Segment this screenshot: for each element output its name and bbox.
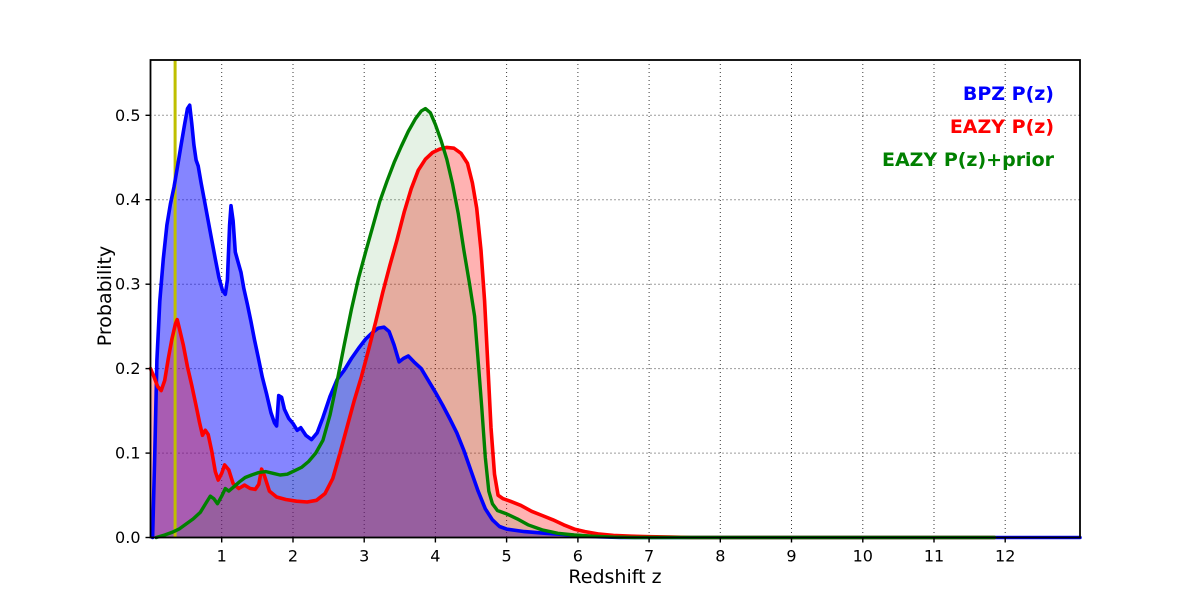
legend-item-eazy-prior: EAZY P(z)+prior [881, 149, 1054, 171]
legend: BPZ P(z) EAZY P(z) EAZY P(z)+prior [882, 78, 1054, 177]
x-tick-label: 4 [430, 547, 440, 566]
x-tick-label: 11 [924, 547, 944, 566]
x-axis-label: Redshift z [568, 566, 662, 588]
legend-item-bpz: BPZ P(z) [962, 83, 1054, 105]
x-tick-label: 10 [853, 547, 873, 566]
x-tick-label: 7 [644, 547, 654, 566]
y-tick-label: 0.4 [115, 190, 140, 209]
x-tick-label: 9 [786, 547, 796, 566]
y-tick-label: 0.1 [115, 444, 140, 463]
eazy-curve [148, 145, 997, 540]
x-tick-label: 2 [288, 547, 298, 566]
axes-border [149, 59, 1081, 539]
legend-item-eazy: EAZY P(z) [949, 116, 1054, 138]
x-tick-label: 3 [359, 547, 369, 566]
y-tick-label: 0.0 [115, 528, 140, 547]
x-tick-label: 1 [217, 547, 227, 566]
bpz-fill [152, 105, 1081, 538]
y-tick-label: 0.5 [115, 106, 140, 125]
x-tick-label: 12 [995, 547, 1015, 566]
eazy-fill [150, 147, 995, 538]
x-tick-label: 6 [573, 547, 583, 566]
y-tick-label: 0.3 [115, 275, 140, 294]
y-tick-label: 0.2 [115, 359, 140, 378]
x-tick-label: 5 [502, 547, 512, 566]
eazy-prior-curve [154, 106, 997, 540]
y-axis-label: Probability [94, 245, 116, 347]
bpz-curve [150, 103, 1082, 540]
eazy-prior-fill [156, 108, 995, 538]
x-tick-label: 8 [715, 547, 725, 566]
